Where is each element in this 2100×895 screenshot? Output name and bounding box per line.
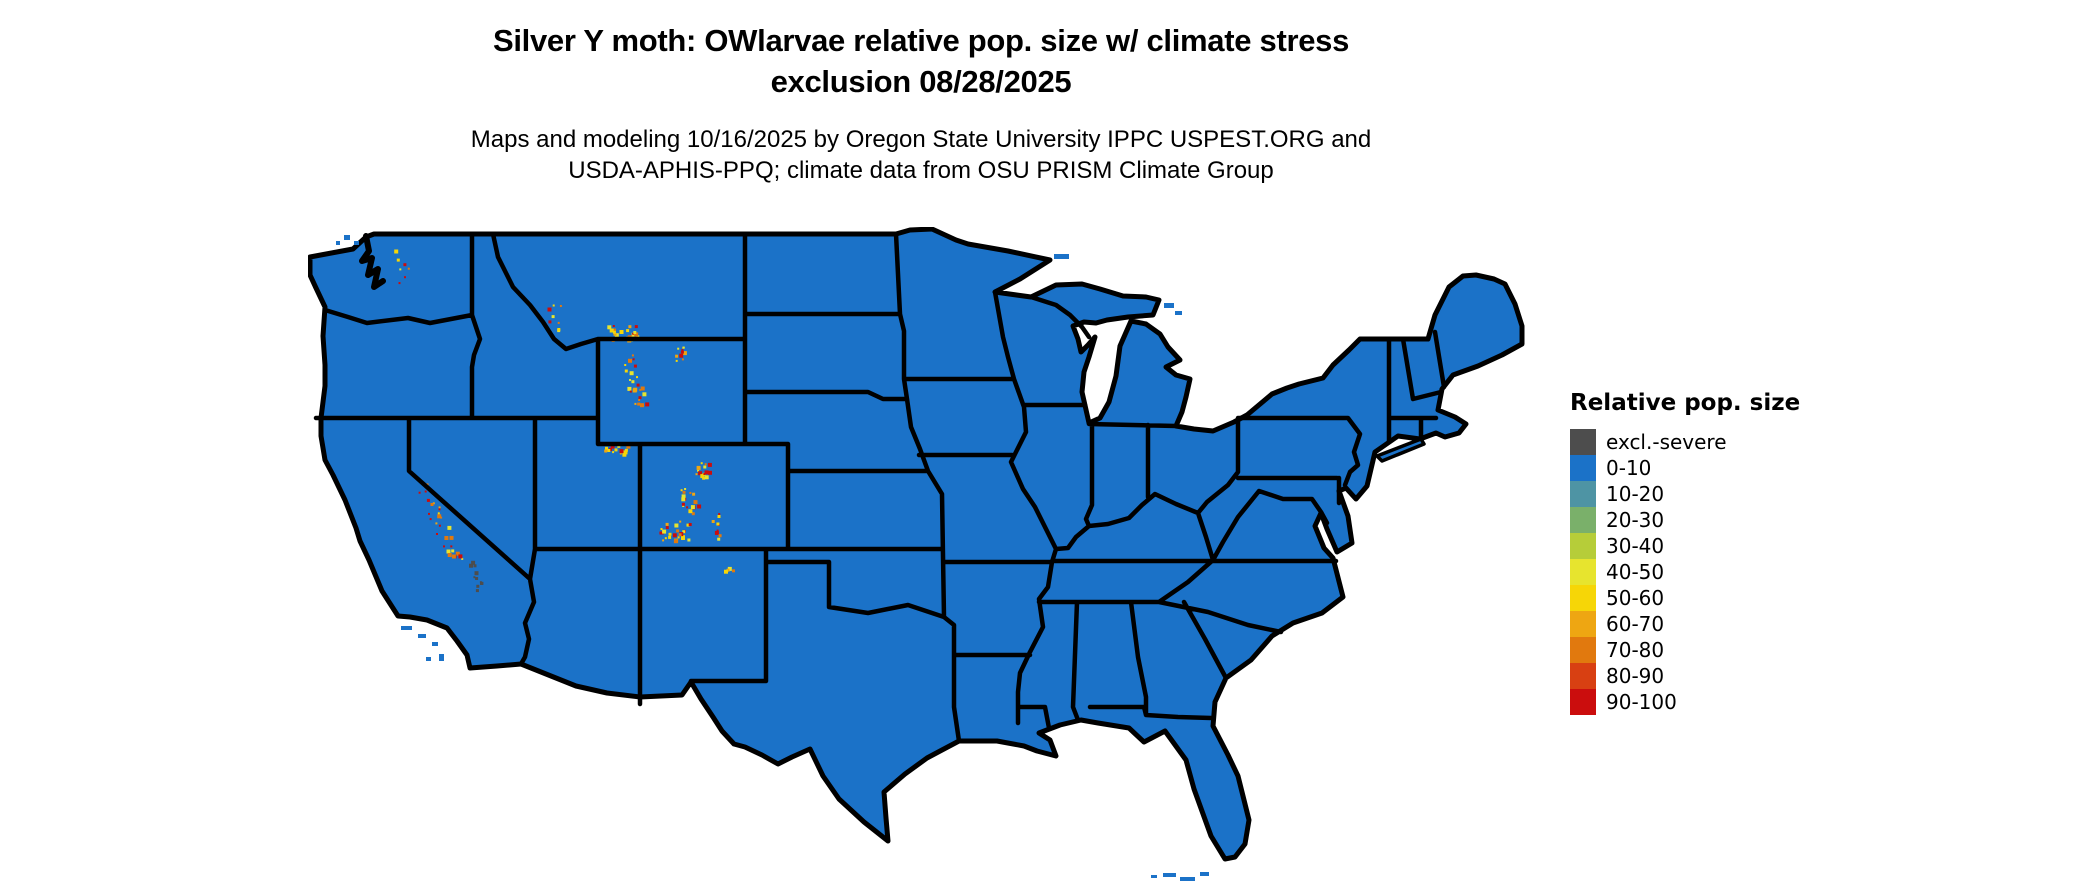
- legend-swatch: [1570, 533, 1596, 559]
- hotspot-cluster-wyoming-wind-river: [624, 354, 650, 408]
- legend-swatch: [1570, 663, 1596, 689]
- hotspot-cluster-colorado-sawatch: [680, 488, 702, 516]
- legend-item: 70-80: [1570, 637, 1800, 663]
- subtitle-block: Maps and modeling 10/16/2025 by Oregon S…: [21, 124, 1821, 186]
- map-title-line2: exclusion 08/28/2025: [770, 64, 1072, 99]
- legend-label: 70-80: [1606, 638, 1665, 662]
- legend-label: 40-50: [1606, 560, 1665, 584]
- state-borders: [313, 231, 1447, 744]
- legend-label: 20-30: [1606, 508, 1665, 532]
- legend-swatch: [1570, 637, 1596, 663]
- legend-swatch: [1570, 429, 1596, 455]
- hotspot-cluster-new-mexico-sangre: [724, 566, 735, 574]
- legend-item: 0-10: [1570, 455, 1800, 481]
- legend-label: 0-10: [1606, 456, 1652, 480]
- legend-label: 30-40: [1606, 534, 1665, 558]
- legend-label: 80-90: [1606, 664, 1665, 688]
- map-subtitle-line2: USDA-APHIS-PPQ; climate data from OSU PR…: [568, 157, 1274, 184]
- us-map: [307, 226, 1525, 881]
- legend-label: 50-60: [1606, 586, 1665, 610]
- map-subtitle-line1: Maps and modeling 10/16/2025 by Oregon S…: [470, 126, 1372, 153]
- legend-item: 50-60: [1570, 585, 1800, 611]
- legend-item: 20-30: [1570, 507, 1800, 533]
- map-title-line1: Silver Y moth: OWlarvae relative pop. si…: [492, 23, 1350, 58]
- hotspot-cluster-colorado-pikes-peak: [711, 513, 722, 541]
- title-block: Silver Y moth: OWlarvae relative pop. si…: [21, 20, 1821, 186]
- conus-outline: [307, 226, 1525, 862]
- hotspot-cluster-colorado-front-range: [695, 462, 712, 480]
- legend-label: 90-100: [1606, 690, 1677, 714]
- legend-item: excl.-severe: [1570, 429, 1800, 455]
- islands: [336, 235, 1209, 881]
- hotspot-cluster-colorado-san-juan: [659, 520, 692, 544]
- hotspot-cluster-wyoming-bighorn: [675, 346, 687, 362]
- legend-item: 80-90: [1570, 663, 1800, 689]
- long-island: [1375, 437, 1426, 463]
- legend-item: 40-50: [1570, 559, 1800, 585]
- legend-swatch: [1570, 455, 1596, 481]
- legend-swatch: [1570, 507, 1596, 533]
- legend-swatch: [1570, 559, 1596, 585]
- legend-label: 60-70: [1606, 612, 1665, 636]
- legend-item: 10-20: [1570, 481, 1800, 507]
- legend-swatch: [1570, 611, 1596, 637]
- legend-title: Relative pop. size: [1570, 390, 1801, 416]
- hotspot-cluster-utah-uinta: [604, 444, 631, 457]
- puget-sound-inlet: [359, 233, 386, 290]
- legend: Relative pop. size excl.-severe 0-10 10-20…: [1570, 390, 1800, 715]
- legend-swatch: [1570, 689, 1596, 715]
- map-area: [307, 226, 1548, 890]
- hotspot-cluster-washington-cascades: [394, 249, 410, 285]
- legend-items: excl.-severe 0-10 10-20 20-30 30-40 40-50 50-6…: [1570, 429, 1800, 715]
- legend-item: 90-100: [1570, 689, 1800, 715]
- legend-swatch: [1570, 481, 1596, 507]
- legend-label: excl.-severe: [1606, 430, 1727, 454]
- legend-item: 30-40: [1570, 533, 1800, 559]
- legend-swatch: [1570, 585, 1596, 611]
- legend-label: 10-20: [1606, 482, 1665, 506]
- hotspot-cluster-death-valley: [469, 560, 484, 593]
- legend-item: 60-70: [1570, 611, 1800, 637]
